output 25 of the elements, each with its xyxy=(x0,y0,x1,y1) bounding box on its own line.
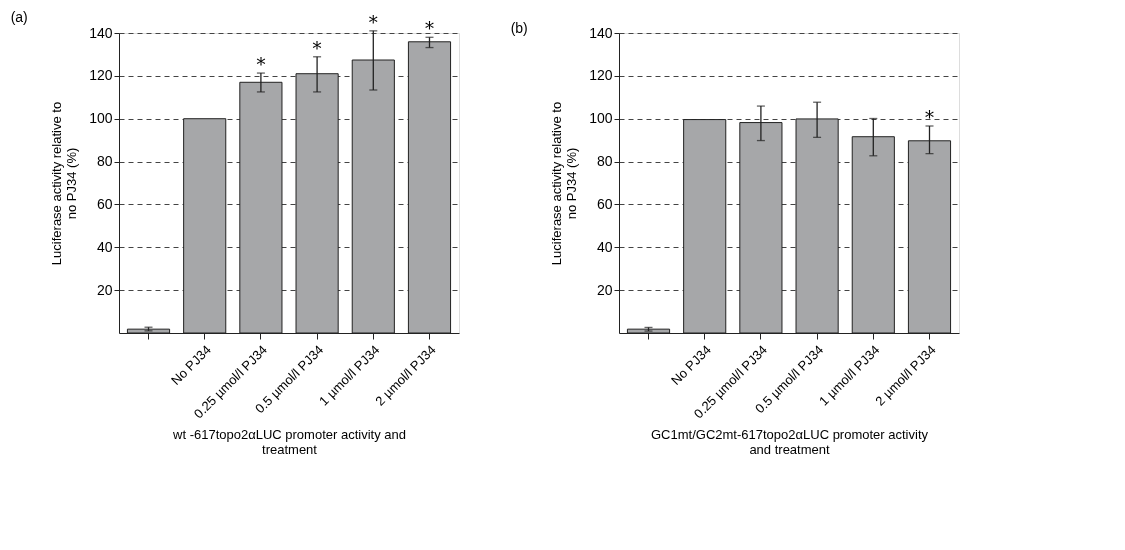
y-tick-label: 60 xyxy=(96,195,113,212)
y-tick-label: 120 xyxy=(589,67,613,84)
annotation: * xyxy=(256,54,266,76)
y-tick-label: 140 xyxy=(89,24,113,41)
annotation: * xyxy=(425,18,434,40)
y-tick-label: 120 xyxy=(89,67,113,84)
y-tick-label: 20 xyxy=(96,281,113,298)
y-tick-label: 40 xyxy=(96,238,113,255)
y-tick-label: 60 xyxy=(596,195,613,212)
y-tick-label: 80 xyxy=(96,153,113,170)
y-tick-label: 80 xyxy=(596,153,613,170)
chart-title: (a) xyxy=(10,8,28,25)
y-tick-label: 100 xyxy=(89,110,113,127)
y-tick-label: 140 xyxy=(589,24,613,41)
y-axis-title: Luciferase activity relative to no PJ34 (%) xyxy=(549,101,580,266)
annotation: * xyxy=(925,107,934,128)
annotation: * xyxy=(312,37,322,59)
annotation: * xyxy=(368,11,378,33)
y-tick-label: 20 xyxy=(596,281,613,298)
chart-title: (b) xyxy=(510,20,528,36)
x-axis-title: wt -617topo2αLUC promoter activity and treatment xyxy=(172,427,406,458)
x-axis-title: GC1mt/GC2mt-617topo2αLUC promoter activity and treatment xyxy=(651,427,929,458)
y-axis-title: Luciferase activity relative to no PJ34 (%) xyxy=(49,101,80,266)
y-tick-label: 40 xyxy=(596,238,613,255)
y-tick-label: 100 xyxy=(589,110,613,127)
